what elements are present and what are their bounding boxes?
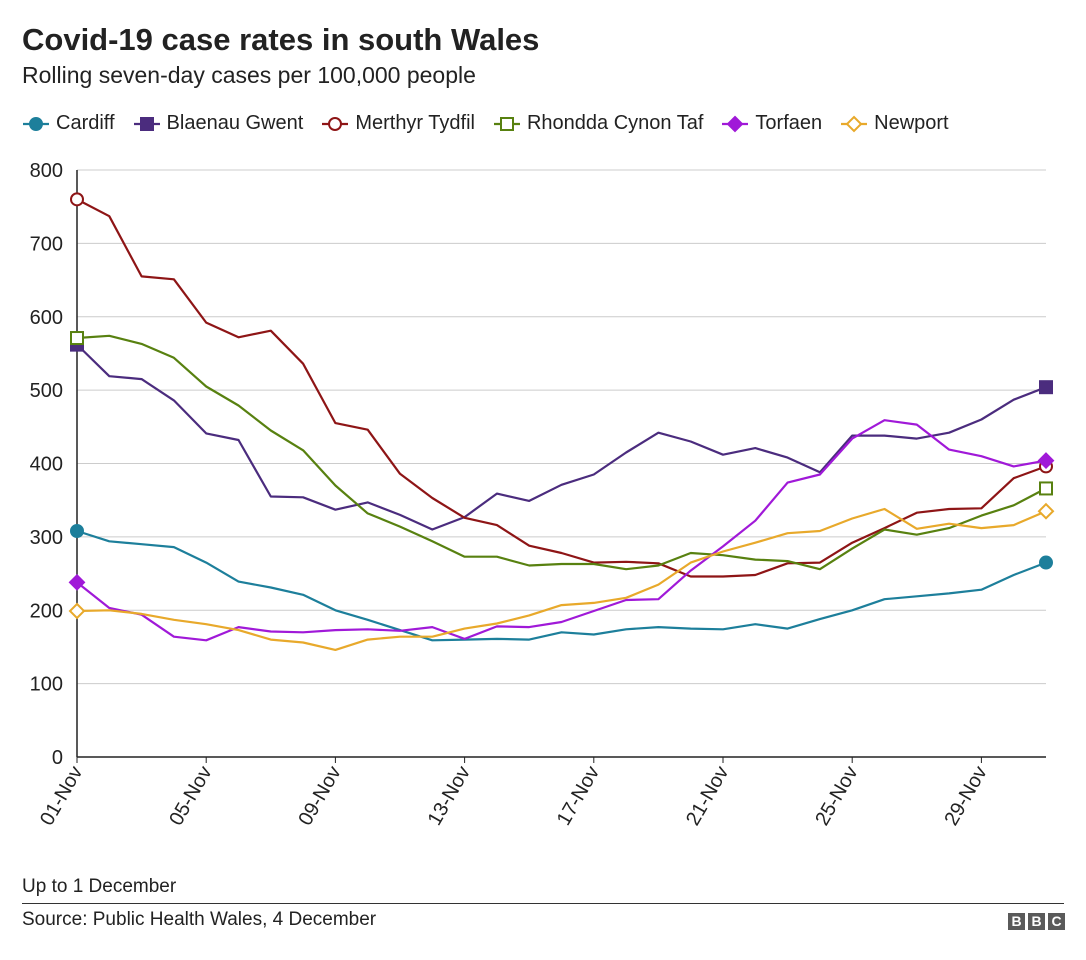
x-tick-label: 13-Nov (424, 763, 475, 830)
legend-marker (845, 115, 863, 132)
y-tick-label: 700 (30, 233, 63, 255)
series-rhondda-cynon-taf (70, 331, 1053, 571)
bbc-logo-letter: C (1048, 913, 1065, 930)
legend-marker (139, 116, 154, 131)
x-tick-label: 01-Nov (36, 763, 87, 830)
series-start-marker (68, 602, 86, 620)
series-end-marker (1039, 481, 1053, 496)
bbc-logo: B B C (1005, 913, 1065, 930)
legend-item: Cardiff (22, 112, 115, 135)
series-line (76, 529, 1047, 642)
series-end-marker (1037, 502, 1055, 520)
legend-swatch (322, 116, 349, 131)
legend-item: Blaenau Gwent (133, 112, 304, 135)
legend-label: Merthyr Tydfil (355, 112, 475, 134)
series-end-marker (1037, 452, 1055, 469)
legend-swatch (133, 116, 160, 131)
series-line (76, 507, 1047, 652)
series-end-marker (1039, 555, 1053, 570)
series-torfaen (68, 419, 1055, 642)
y-tick-label: 600 (30, 307, 63, 329)
legend-swatch (722, 115, 749, 132)
series-merthyr-tydfil (70, 192, 1053, 578)
bbc-logo-letter: B (1028, 913, 1045, 930)
source-credit: Source: Public Health Wales, 4 December (22, 909, 377, 930)
legend-label: Newport (874, 112, 949, 134)
chart-subtitle: Rolling seven-day cases per 100,000 peop… (22, 62, 476, 88)
x-tick-label: 29-Nov (940, 763, 991, 830)
series-blaenau-gwent (70, 337, 1053, 531)
legend-label: Blaenau Gwent (166, 112, 304, 134)
series-start-marker (70, 524, 84, 539)
legend-marker (328, 116, 343, 131)
series-line (76, 343, 1047, 531)
legend-label: Cardiff (56, 112, 115, 134)
series-line (76, 334, 1047, 571)
legend-marker (499, 116, 514, 131)
x-tick-label: 09-Nov (294, 763, 345, 830)
bbc-logo-letter: B (1008, 913, 1025, 930)
y-tick-label: 0 (52, 747, 63, 769)
series-newport (68, 502, 1055, 652)
legend-marker (727, 115, 744, 132)
legend-label: Rhondda Cynon Taf (526, 112, 704, 134)
chart-title: Covid-19 case rates in south Wales (22, 22, 540, 57)
y-tick-label: 400 (30, 454, 63, 476)
series-end-marker (1039, 380, 1053, 395)
footer-divider (22, 903, 1064, 904)
series-line (76, 419, 1047, 642)
y-tick-label: 300 (30, 527, 63, 549)
x-tick-label: 21-Nov (682, 763, 733, 830)
line-chart: 0 100 200 300 400 500 600 700 800 01-Nov 05-Nov 09-… (30, 160, 1055, 830)
series-line (76, 198, 1047, 578)
y-tick-label: 500 (30, 380, 63, 402)
x-tick-label: 25-Nov (811, 763, 862, 830)
legend-item: Newport (840, 112, 949, 135)
series-cardiff (70, 524, 1053, 642)
chart-legend: Cardiff Blaenau Gwent Merthyr Tydfil Rhondd… (22, 112, 967, 135)
y-tick-label: 200 (30, 600, 63, 622)
y-tick-label: 800 (30, 160, 63, 182)
series-start-marker (70, 192, 84, 207)
legend-marker (29, 116, 43, 131)
legend-item: Rhondda Cynon Taf (493, 112, 703, 135)
x-tick-label: 05-Nov (165, 763, 216, 830)
legend-swatch (23, 116, 49, 131)
legend-item: Merthyr Tydfil (321, 112, 475, 135)
chart-footnote: Up to 1 December (22, 876, 177, 897)
series-start-marker (70, 331, 84, 346)
legend-item: Torfaen (721, 112, 822, 135)
legend-label: Torfaen (755, 112, 823, 134)
series-start-marker (68, 573, 86, 591)
x-tick-label: 17-Nov (553, 763, 604, 830)
legend-swatch (493, 116, 520, 131)
y-tick-label: 100 (30, 674, 63, 696)
legend-swatch (841, 115, 868, 132)
